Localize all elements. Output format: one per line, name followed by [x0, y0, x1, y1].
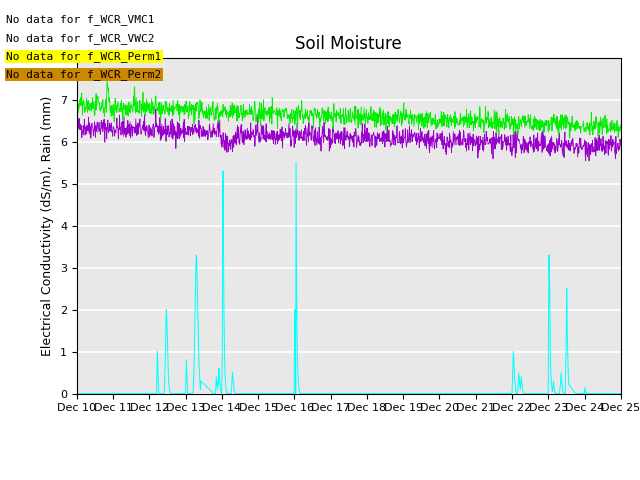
WCR_EC1 — [553, 136, 561, 142]
Legend: Rain, WCR_EC1, WCR_EC2: Rain, WCR_EC1, WCR_EC2 — [174, 474, 524, 480]
Text: No data for f_WCR_VMC1: No data for f_WCR_VMC1 — [6, 14, 155, 25]
Line: WCR_EC1: WCR_EC1 — [77, 109, 621, 161]
Rain — [194, 307, 202, 312]
WCR_EC2 — [505, 120, 513, 126]
WCR_EC2 — [553, 114, 561, 120]
WCR_EC1 — [181, 129, 189, 135]
WCR_EC1 — [255, 140, 263, 145]
Y-axis label: Electrical Conductivity (dS/m), Rain (mm): Electrical Conductivity (dS/m), Rain (mm… — [42, 96, 54, 356]
Rain — [292, 160, 300, 166]
WCR_EC1 — [195, 125, 202, 131]
WCR_EC2 — [195, 104, 202, 110]
Rain — [505, 391, 513, 396]
Text: No data for f_WCR_Perm2: No data for f_WCR_Perm2 — [6, 69, 162, 80]
WCR_EC1 — [617, 141, 625, 147]
Text: No data for f_WCR_Perm1: No data for f_WCR_Perm1 — [6, 51, 162, 62]
Rain — [73, 391, 81, 396]
WCR_EC1 — [73, 121, 81, 127]
WCR_EC2 — [73, 100, 81, 106]
WCR_EC1 — [585, 158, 593, 164]
WCR_EC2 — [434, 118, 442, 123]
Text: No data for f_WCR_VWC2: No data for f_WCR_VWC2 — [6, 33, 155, 44]
Rain — [553, 391, 561, 396]
Rain — [617, 391, 625, 396]
WCR_EC2 — [103, 77, 111, 83]
Rain — [180, 391, 188, 396]
Rain — [434, 391, 442, 396]
WCR_EC2 — [255, 116, 263, 121]
WCR_EC2 — [181, 110, 189, 116]
Rain — [255, 391, 262, 396]
WCR_EC2 — [566, 135, 573, 141]
Title: Soil Moisture: Soil Moisture — [296, 35, 402, 53]
Line: WCR_EC2: WCR_EC2 — [77, 80, 621, 138]
Line: Rain: Rain — [77, 163, 621, 394]
WCR_EC1 — [152, 106, 159, 112]
WCR_EC1 — [434, 138, 442, 144]
WCR_EC1 — [505, 142, 513, 147]
WCR_EC2 — [617, 125, 625, 131]
